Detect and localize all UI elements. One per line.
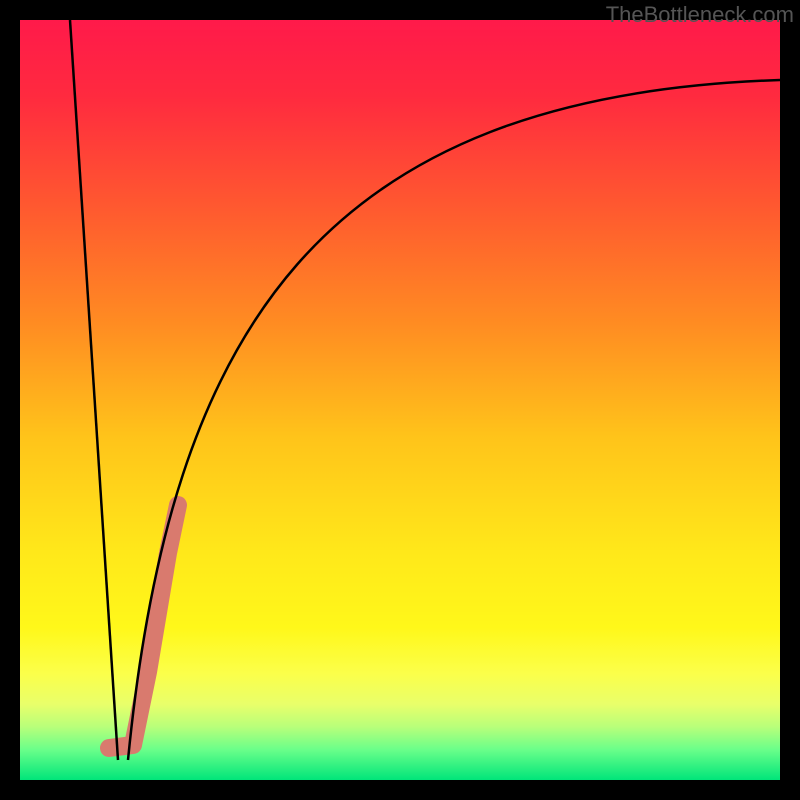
chart-container: TheBottleneck.com bbox=[0, 0, 800, 800]
attribution-label: TheBottleneck.com bbox=[606, 2, 794, 28]
bottleneck-chart-svg bbox=[0, 0, 800, 800]
plot-background bbox=[20, 20, 780, 780]
